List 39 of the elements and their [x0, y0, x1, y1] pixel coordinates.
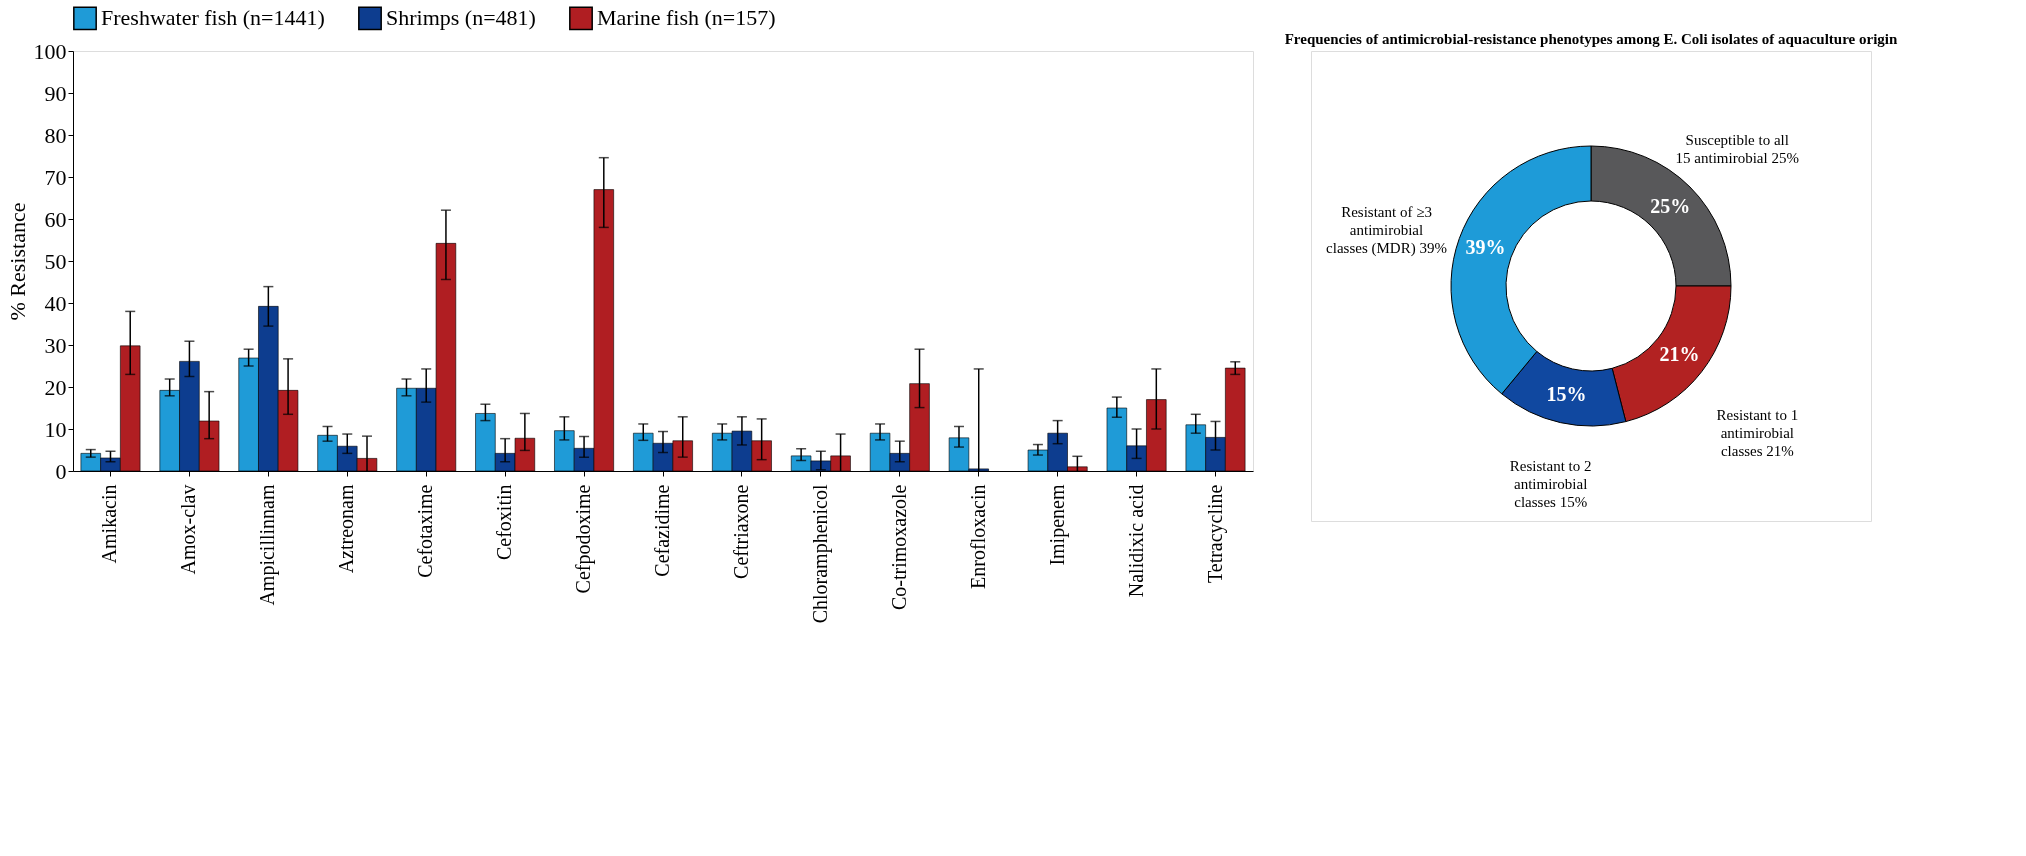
y-tick-label: 30: [44, 332, 67, 358]
x-tick-label: Aztreonam: [335, 484, 358, 574]
slice-label: Resistant of ≥3 antimirobial classes (MDR) 39%: [1326, 204, 1447, 258]
y-tick-label: 20: [44, 374, 67, 400]
x-tick-label: Chloramphenicol: [808, 484, 832, 624]
slice-label: Resistant to 2 antimirobial classes 15%: [1509, 458, 1592, 511]
legend-label: Freshwater fish (n=1441): [101, 5, 325, 31]
x-tick-label: Ampicillinnam: [256, 484, 280, 606]
slice-label: Resistant to 1 antimirobial classes 21%: [1716, 407, 1799, 460]
x-tick-label: Tetracycline: [1203, 484, 1227, 584]
y-tick-label: 70: [44, 164, 67, 190]
data-label: 39%: [1465, 236, 1506, 259]
y-tick-label: 50: [44, 248, 67, 274]
data-label: 25%: [1650, 194, 1691, 217]
data-label: 15%: [1546, 383, 1587, 406]
x-tick-label: Cefazidime: [651, 484, 673, 577]
x-tick-label: Amikacin: [98, 484, 121, 564]
legend-label: Marine fish (n=157): [597, 5, 776, 31]
y-tick-label: 100: [33, 38, 67, 64]
x-tick-label: Ceftriaxone: [729, 484, 752, 579]
y-tick-label: 90: [44, 80, 67, 106]
y-tick-label: 10: [44, 416, 67, 442]
y-tick-label: 40: [44, 290, 67, 316]
x-tick-label: Nalidixic acid: [1124, 484, 1147, 598]
y-axis-title: % Resistance: [4, 202, 30, 321]
x-tick-label: Cefotaxime: [414, 484, 437, 578]
x-tick-label: Amox-clav: [177, 484, 200, 575]
x-tick-label: Enrofloxacin: [966, 484, 989, 589]
x-tick-label: Cefoxitin: [493, 484, 516, 561]
y-tick-label: 60: [44, 206, 67, 232]
x-tick-label: Imipenem: [1045, 484, 1069, 566]
slice-label: Susceptible to all 15 antimirobial 25%: [1675, 131, 1799, 166]
x-tick-label: Co-trimoxazole: [887, 484, 910, 611]
y-tick-label: 0: [55, 458, 67, 484]
y-tick-label: 80: [44, 122, 67, 148]
data-label: 21%: [1659, 342, 1700, 365]
x-tick-label: Cefpodoxime: [572, 484, 596, 594]
legend-label: Shrimps (n=481): [386, 5, 536, 31]
chart-title: Frequencies of antimicrobial-resistance phenotypes among E. Coli isolates of aquaculture origin: [1284, 31, 1898, 47]
